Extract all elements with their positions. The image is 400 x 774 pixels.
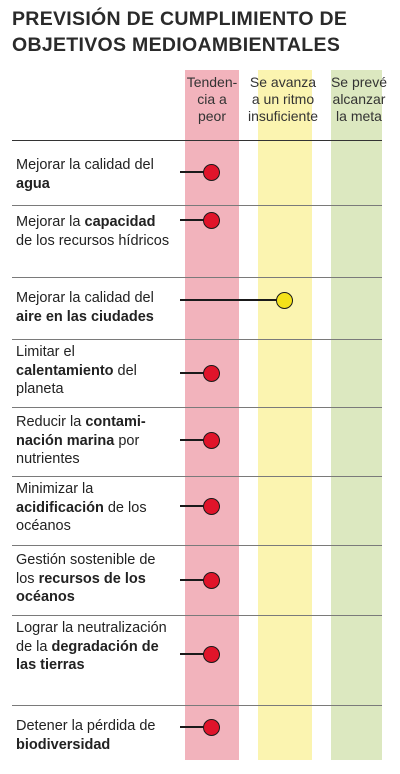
status-dot-worse — [202, 163, 220, 181]
status-dot-worse — [202, 364, 220, 382]
row-divider — [12, 407, 382, 408]
status-connector — [180, 439, 211, 441]
column-header-worse: Tenden- cia a peor — [170, 74, 254, 125]
row-divider — [12, 705, 382, 706]
header-line: la meta — [336, 108, 382, 124]
title-line-1: PREVISIÓN DE CUMPLIMIENTO DE — [12, 8, 348, 30]
status-dot-worse — [202, 645, 220, 663]
objective-label: Mejorar la calidad del agua — [16, 156, 174, 193]
status-connector — [180, 505, 211, 507]
column-slow-band — [258, 70, 312, 760]
column-header-slow: Se avanza a un ritmo insuficiente — [236, 74, 330, 125]
header-line: a un ritmo — [251, 91, 315, 107]
row-divider — [12, 205, 382, 206]
row-divider — [12, 615, 382, 616]
objective-label-text: Detener la pérdida de — [16, 718, 156, 734]
status-connector — [180, 299, 284, 301]
objective-label: Reducir la contami-nación marina por nut… — [16, 413, 174, 469]
header-line: Se avanza — [249, 74, 317, 90]
status-connector — [180, 372, 211, 374]
objective-label: Gestión sostenible de los recursos de lo… — [16, 551, 174, 607]
row-divider — [12, 277, 382, 278]
objective-label-text: por nutrientes — [16, 432, 140, 468]
title-line-2: OBJETIVOS MEDIOAMBIENTALES — [12, 34, 341, 56]
column-met-band — [331, 70, 382, 760]
header-line: peor — [197, 108, 227, 124]
objective-label-text: Mejorar la calidad del — [16, 157, 154, 173]
row-divider — [12, 476, 382, 477]
column-header-met: Se prevé alcanzar la meta — [322, 74, 396, 125]
objective-label-text: de los recursos hídricos — [16, 232, 170, 249]
objective-label: Mejorar la capacidad de los recursos híd… — [16, 213, 174, 250]
status-connector — [180, 726, 211, 728]
status-dot-slow — [275, 291, 293, 309]
objective-label-text: del planeta — [16, 362, 137, 398]
status-connector — [180, 219, 211, 221]
objective-label-emphasis: aire en las ciudades — [16, 308, 154, 325]
objective-label-emphasis: biodiversidad — [16, 736, 111, 753]
header-line: Se prevé — [330, 74, 388, 90]
objective-label: Minimizar la acidificación de los océano… — [16, 480, 174, 536]
objective-label-text: Minimizar la — [16, 481, 94, 497]
row-divider — [12, 545, 382, 546]
header-line: insuficiente — [247, 108, 319, 124]
objective-label-emphasis: calentamiento — [16, 362, 114, 379]
objective-label-emphasis: contami-nación marina — [16, 414, 146, 449]
status-connector — [180, 653, 211, 655]
objective-label: Detener la pérdida de biodiversidad — [16, 717, 174, 754]
status-connector — [180, 579, 211, 581]
status-dot-worse — [202, 497, 220, 515]
objective-label-text: Gestión sostenible de los — [16, 552, 156, 587]
objective-label-text: Reducir la — [16, 414, 86, 430]
objective-label-emphasis: agua — [16, 175, 50, 192]
objective-label-emphasis: capacidad — [84, 214, 156, 230]
column-worse-band — [185, 70, 239, 760]
objective-label-text: Mejorar la calidad del — [16, 290, 154, 306]
objective-label-text: Limitar el — [16, 344, 75, 360]
header-line: cia a — [197, 91, 227, 107]
status-dot-worse — [202, 431, 220, 449]
chart-title: PREVISIÓN DE CUMPLIMIENTO DE OBJETIVOS M… — [12, 6, 392, 58]
objective-label: Lograr la neutralización de la degradaci… — [16, 619, 174, 675]
objective-label-emphasis: recursos de los océanos — [16, 570, 146, 606]
status-dot-worse — [202, 211, 220, 229]
objective-label-text: de los océanos — [16, 499, 147, 535]
objective-label-text: Mejorar la — [16, 214, 85, 230]
objective-label-text: Lograr la neutralización de la — [16, 620, 167, 655]
status-dot-worse — [202, 571, 220, 589]
row-divider — [12, 140, 382, 141]
status-dot-worse — [202, 718, 220, 736]
objective-label-emphasis: acidificación — [16, 499, 104, 516]
header-line: alcanzar — [332, 91, 386, 107]
row-divider — [12, 339, 382, 340]
header-line: Tenden- — [186, 74, 238, 90]
objective-label: Mejorar la calidad del aire en las ciuda… — [16, 289, 174, 326]
status-connector — [180, 171, 211, 173]
objective-label-emphasis: degradación de las tierras — [16, 638, 159, 674]
objective-label: Limitar el calentamiento del planeta — [16, 343, 174, 399]
